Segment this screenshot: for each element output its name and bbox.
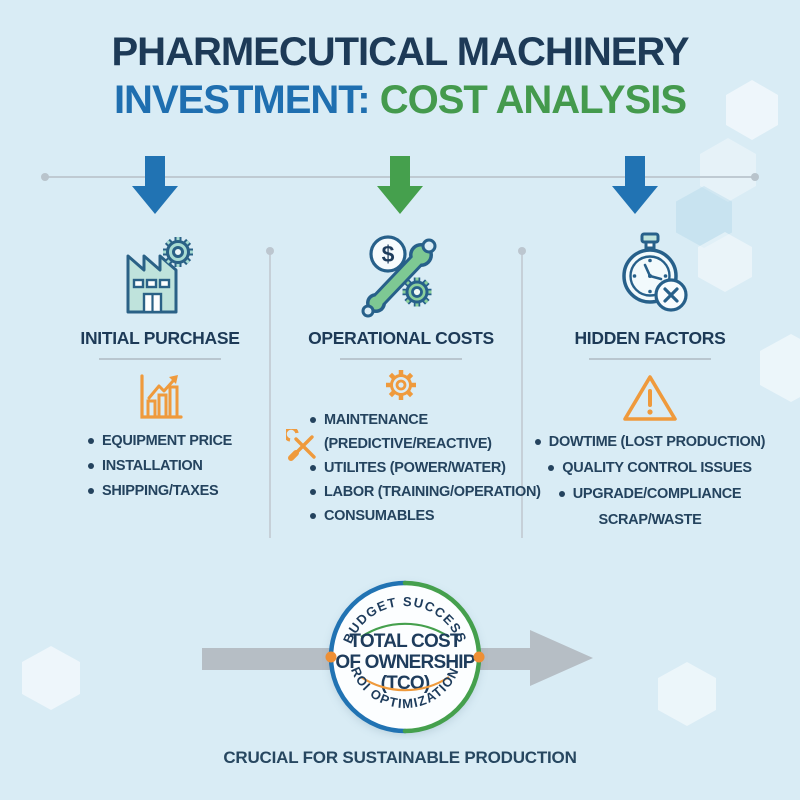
hexagon-decoration xyxy=(22,646,80,710)
bullet-dot xyxy=(310,464,316,471)
list-item-label: UPGRADE/COMPLIANCE xyxy=(572,485,742,502)
bullet-dot xyxy=(88,487,94,494)
svg-text:$: $ xyxy=(382,241,395,267)
bullet-dot xyxy=(310,488,316,495)
heading-divider xyxy=(340,358,462,360)
down-arrow-blue-icon xyxy=(132,156,178,214)
column-initial-purchase: INITIAL PURCHASE EQUIPMENT PRICE INSTALL… xyxy=(40,228,280,508)
warning-triangle-icon xyxy=(623,374,677,421)
orange-arc-divider xyxy=(360,676,450,692)
bullet-dot xyxy=(88,437,94,444)
factory-gear-icon xyxy=(126,237,193,314)
list-item-label: CONSUMABLES xyxy=(324,507,435,524)
title-line2: INVESTMENT: COST ANALYSIS xyxy=(0,76,800,124)
title-line2-blue: INVESTMENT: xyxy=(113,78,371,122)
list-item: SCRAP/WASTE xyxy=(528,512,772,528)
heading-divider xyxy=(589,358,711,360)
list-item-label: DOWTIME (LOST PRODUCTION) xyxy=(548,433,766,450)
list-item: UPGRADE/COMPLIANCE xyxy=(528,486,772,502)
list-item-label: UTILITES (POWER/WATER) xyxy=(324,459,506,476)
footer-caption: CRUCIAL FOR SUSTAINABLE PRODUCTION xyxy=(223,748,577,767)
list-item: (PREDICTIVE/REACTIVE) xyxy=(286,428,520,461)
tco-circle-badge: BUDGET SUCCESS TOTAL COST OF OWNERSHIP (… xyxy=(325,580,485,734)
tco-center-line1: TOTAL COST xyxy=(349,631,461,652)
list-item-label: (PREDICTIVE/REACTIVE) xyxy=(324,435,492,452)
gear-icon xyxy=(386,369,416,400)
column-heading: HIDDEN FACTORS xyxy=(574,328,726,348)
bullet-dot xyxy=(88,462,94,469)
bullet-dot xyxy=(548,464,555,471)
list-item-label: LABOR (TRAINING/OPERATION) xyxy=(324,483,541,500)
list-item-label: EQUIPMENT PRICE xyxy=(102,432,233,449)
cost-item-list: DOWTIME (LOST PRODUCTION) QUALITY CONTRO… xyxy=(528,434,772,528)
dollar-wrench-gear-icon: $ xyxy=(361,235,437,318)
column-divider xyxy=(518,247,526,538)
crossed-tools-icon xyxy=(286,428,316,461)
list-item: LABOR (TRAINING/OPERATION) xyxy=(310,484,541,500)
growth-chart-icon xyxy=(140,373,183,419)
orange-dot-left xyxy=(325,651,337,663)
bullet-dot xyxy=(310,512,316,519)
title-line1: PHARMECUTICAL MACHINERY xyxy=(111,30,690,74)
list-item: INSTALLATION xyxy=(88,458,280,474)
list-item: MAINTENANCE xyxy=(310,412,520,428)
heading-divider xyxy=(99,358,221,360)
list-item: UTILITES (POWER/WATER) xyxy=(310,460,520,476)
cost-item-list: EQUIPMENT PRICE INSTALLATION SHIPPING/TA… xyxy=(40,433,280,499)
list-item-label: SHIPPING/TAXES xyxy=(102,482,219,499)
list-item: CONSUMABLES xyxy=(310,508,520,524)
list-item: DOWTIME (LOST PRODUCTION) xyxy=(528,434,772,450)
down-arrow-green-icon xyxy=(377,156,423,214)
page-title: PHARMECUTICAL MACHINERY INVESTMENT: COST… xyxy=(0,28,800,124)
hexagon-decoration xyxy=(658,662,716,726)
orange-dot-right xyxy=(473,651,485,663)
list-item: QUALITY CONTROL ISSUES xyxy=(528,460,772,476)
column-heading: OPERATIONAL COSTS xyxy=(308,328,494,348)
column-operational-costs: $ OPERATIONAL COSTS xyxy=(282,228,541,532)
down-arrow-blue-icon xyxy=(612,156,658,214)
bullet-dot xyxy=(310,416,316,423)
list-item-label: INSTALLATION xyxy=(102,457,203,474)
stopwatch-cancel-icon xyxy=(622,232,688,312)
list-item-label: SCRAP/WASTE xyxy=(598,511,702,528)
cost-item-list: MAINTENANCE (PREDICTIVE/REACTIVE) UTILIT… xyxy=(282,412,541,524)
hexagon-decoration xyxy=(698,232,752,292)
tco-center-line2: OF OWNERSHIP xyxy=(335,652,475,673)
list-item-label: QUALITY CONTROL ISSUES xyxy=(562,459,752,476)
title-line2-green: COST ANALYSIS xyxy=(369,78,687,122)
green-arc-divider xyxy=(360,622,450,638)
bullet-dot xyxy=(558,490,565,497)
list-item: EQUIPMENT PRICE xyxy=(88,433,280,449)
hexagon-decoration xyxy=(726,80,778,140)
list-item: SHIPPING/TAXES xyxy=(88,483,280,499)
bullet-dot xyxy=(534,438,541,445)
column-hidden-factors: HIDDEN FACTORS DOWTIME (LOST PRODUCTION)… xyxy=(528,228,772,538)
list-item-label: MAINTENANCE xyxy=(324,411,428,428)
column-heading: INITIAL PURCHASE xyxy=(80,328,240,348)
column-divider xyxy=(266,247,274,538)
